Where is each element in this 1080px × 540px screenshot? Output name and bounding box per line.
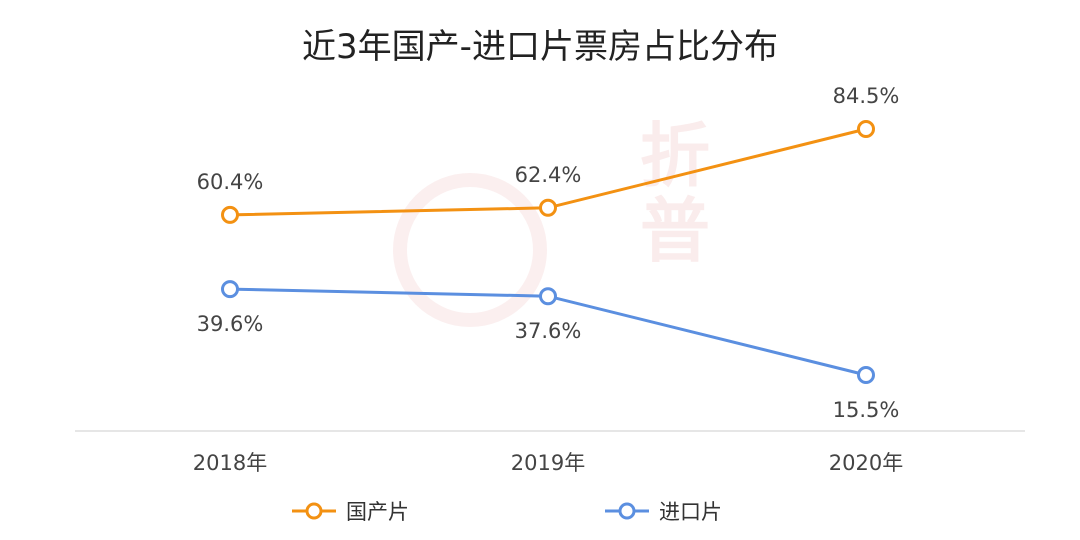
series-1: 60.4% 62.4% 84.5%	[197, 84, 900, 224]
data-label: 84.5%	[833, 84, 900, 108]
data-point	[857, 120, 875, 138]
watermark-logo: 折 普	[393, 115, 710, 327]
legend-marker-icon	[305, 502, 323, 520]
legend-label: 国产片	[346, 500, 409, 524]
legend-marker-icon	[618, 502, 636, 520]
data-label: 15.5%	[833, 398, 900, 422]
x-tick-label: 2020年	[829, 451, 903, 475]
data-point	[539, 287, 557, 306]
series-2: 39.6% 37.6% 15.5%	[197, 280, 900, 422]
data-label: 62.4%	[515, 163, 582, 187]
data-point	[221, 280, 239, 299]
data-point	[221, 205, 239, 224]
data-label: 60.4%	[197, 170, 264, 194]
series-layer: 60.4% 62.4% 84.5% 39.6% 37.6% 15.5%	[197, 84, 900, 422]
x-tick-label: 2018年	[193, 451, 267, 475]
data-point	[539, 198, 557, 217]
legend-item: 进口片	[605, 500, 722, 524]
data-label: 37.6%	[515, 319, 582, 343]
chart-title: 近3年国产-进口片票房占比分布	[302, 27, 778, 67]
data-label: 39.6%	[197, 312, 264, 336]
legend-label: 进口片	[659, 500, 722, 524]
data-point	[857, 366, 875, 384]
svg-text:普: 普	[640, 190, 710, 272]
x-tick-labels: 2018年 2019年 2020年	[193, 451, 903, 475]
legend-item: 国产片	[292, 500, 409, 524]
svg-text:折: 折	[640, 115, 710, 197]
x-tick-label: 2019年	[511, 451, 585, 475]
legend: 国产片 进口片	[292, 500, 722, 524]
